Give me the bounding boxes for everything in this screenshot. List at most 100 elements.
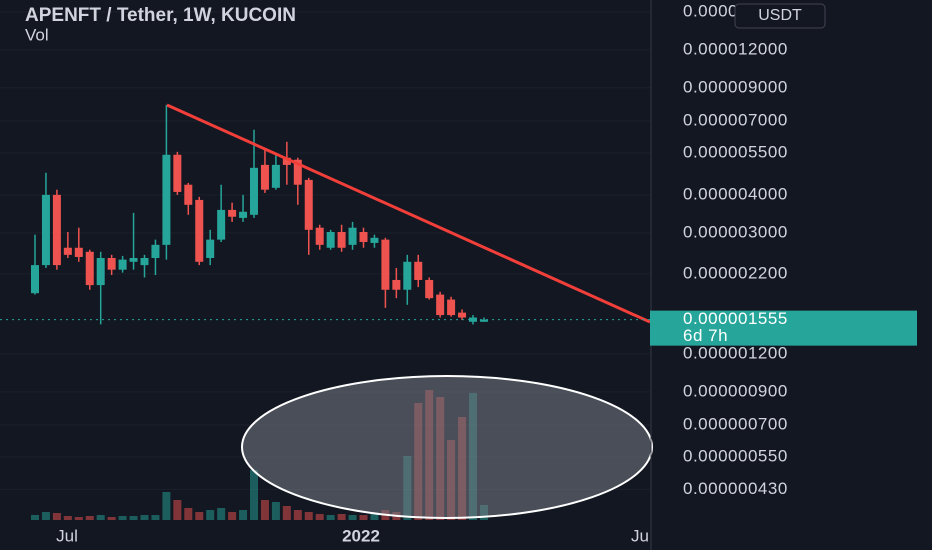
y-tick-label: 0.000004000 — [683, 184, 788, 203]
volume-bar — [271, 502, 280, 520]
y-tick-label: 0.000002200 — [683, 263, 788, 282]
candle-body — [118, 259, 127, 270]
candle-body — [151, 244, 160, 259]
volume-bar — [151, 515, 160, 520]
volume-bar — [370, 514, 379, 520]
y-tick-label: 0.000000550 — [683, 446, 788, 465]
volume-bar — [348, 515, 357, 520]
candle-body — [469, 317, 477, 322]
volume-bar — [326, 515, 335, 520]
volume-bar — [206, 510, 215, 520]
y-tick-label: 0.000009000 — [683, 77, 788, 96]
candle-body — [184, 184, 193, 205]
candle-body — [392, 279, 401, 290]
countdown: 6d 7h — [683, 326, 728, 345]
volume-bar — [140, 515, 149, 520]
trend-line — [166, 103, 651, 324]
volume-bar — [260, 500, 269, 520]
y-tick-label: 0.000005500 — [683, 142, 788, 161]
volume-bar — [184, 508, 193, 520]
x-tick-label: 2022 — [342, 526, 380, 545]
candle-body — [326, 231, 335, 248]
volume-bar — [74, 517, 83, 520]
y-tick-label: 0.000001200 — [683, 343, 788, 362]
volume-bar — [129, 516, 138, 520]
volume-bar — [282, 506, 291, 520]
candle-body — [85, 251, 94, 286]
last-price-box — [650, 310, 917, 346]
volume-bar — [118, 516, 127, 520]
y-tick-label: 0.000007000 — [683, 110, 788, 129]
volume-bar — [293, 510, 302, 520]
candle-body — [129, 258, 138, 262]
x-tick-label: Jul — [56, 526, 78, 545]
candle-body — [479, 319, 488, 322]
last-price-label: 0.000001555 — [683, 309, 788, 328]
volume-bar — [85, 516, 94, 520]
volume-bar — [63, 516, 72, 520]
volume-bar — [315, 514, 324, 520]
currency: USDT — [758, 7, 802, 24]
candle-body — [425, 279, 434, 299]
candle-body — [359, 231, 368, 242]
candle-body — [63, 247, 72, 255]
volume-bar — [52, 513, 61, 520]
subtitle: Vol — [25, 25, 49, 44]
candle-body — [228, 209, 237, 217]
y-tick-label: 0.000012000 — [683, 39, 788, 58]
candle-body — [239, 211, 248, 218]
candle-body — [304, 179, 313, 230]
volume-bar — [239, 510, 248, 520]
candle-body — [293, 159, 302, 185]
volume-bar — [41, 512, 50, 520]
volume-bar — [217, 508, 226, 520]
volume-bar — [31, 515, 39, 520]
volume-bar — [359, 515, 368, 520]
candle-body — [282, 157, 291, 165]
volume-bar — [173, 500, 182, 520]
volume-bar — [96, 515, 105, 520]
candle-body — [337, 231, 346, 248]
currency-badge[interactable] — [734, 3, 826, 29]
price-axis: 0.0000160000.0000120000.0000090000.00000… — [650, 1, 917, 498]
volume-bar — [162, 492, 171, 520]
y-tick-label: 0.000003000 — [683, 222, 788, 241]
candle-body — [436, 294, 445, 316]
candle-body — [315, 227, 324, 245]
volume-bar — [304, 512, 313, 520]
candle-body — [370, 237, 379, 243]
y-tick-label: 0.000000900 — [683, 381, 788, 400]
candle-body — [217, 209, 226, 240]
volume-bar — [228, 512, 237, 520]
candle-body — [162, 154, 171, 245]
candle-body — [206, 239, 215, 259]
candle-body — [74, 247, 83, 257]
candle-body — [447, 299, 456, 316]
volume-bar — [337, 514, 346, 520]
volume-bar — [250, 470, 258, 520]
chart-title: APENFT / Tether, 1W, KUCOIN — [25, 5, 296, 26]
candle-body — [260, 164, 269, 190]
candle-body — [195, 199, 204, 262]
candle-body — [414, 261, 423, 280]
y-tick-label: 0.000000700 — [683, 415, 788, 434]
candle-body — [381, 239, 390, 290]
candle-body — [96, 258, 105, 286]
y-tick-label: 0.000000430 — [683, 479, 788, 498]
candle-body — [271, 164, 280, 188]
candle-body — [458, 312, 467, 318]
x-tick-label: Ju — [631, 526, 649, 545]
candle-body — [348, 227, 357, 245]
volume-bar — [195, 512, 204, 520]
x-axis: Jul 2022 Ju — [56, 526, 649, 545]
candles — [31, 104, 488, 325]
candle-body — [403, 261, 412, 290]
candle-body — [173, 154, 182, 192]
candle-body — [107, 258, 116, 270]
candle-body — [31, 265, 39, 294]
candle-body — [250, 167, 258, 215]
candle-body — [41, 194, 50, 266]
candle-body — [52, 194, 61, 266]
volume-bar — [107, 517, 116, 520]
